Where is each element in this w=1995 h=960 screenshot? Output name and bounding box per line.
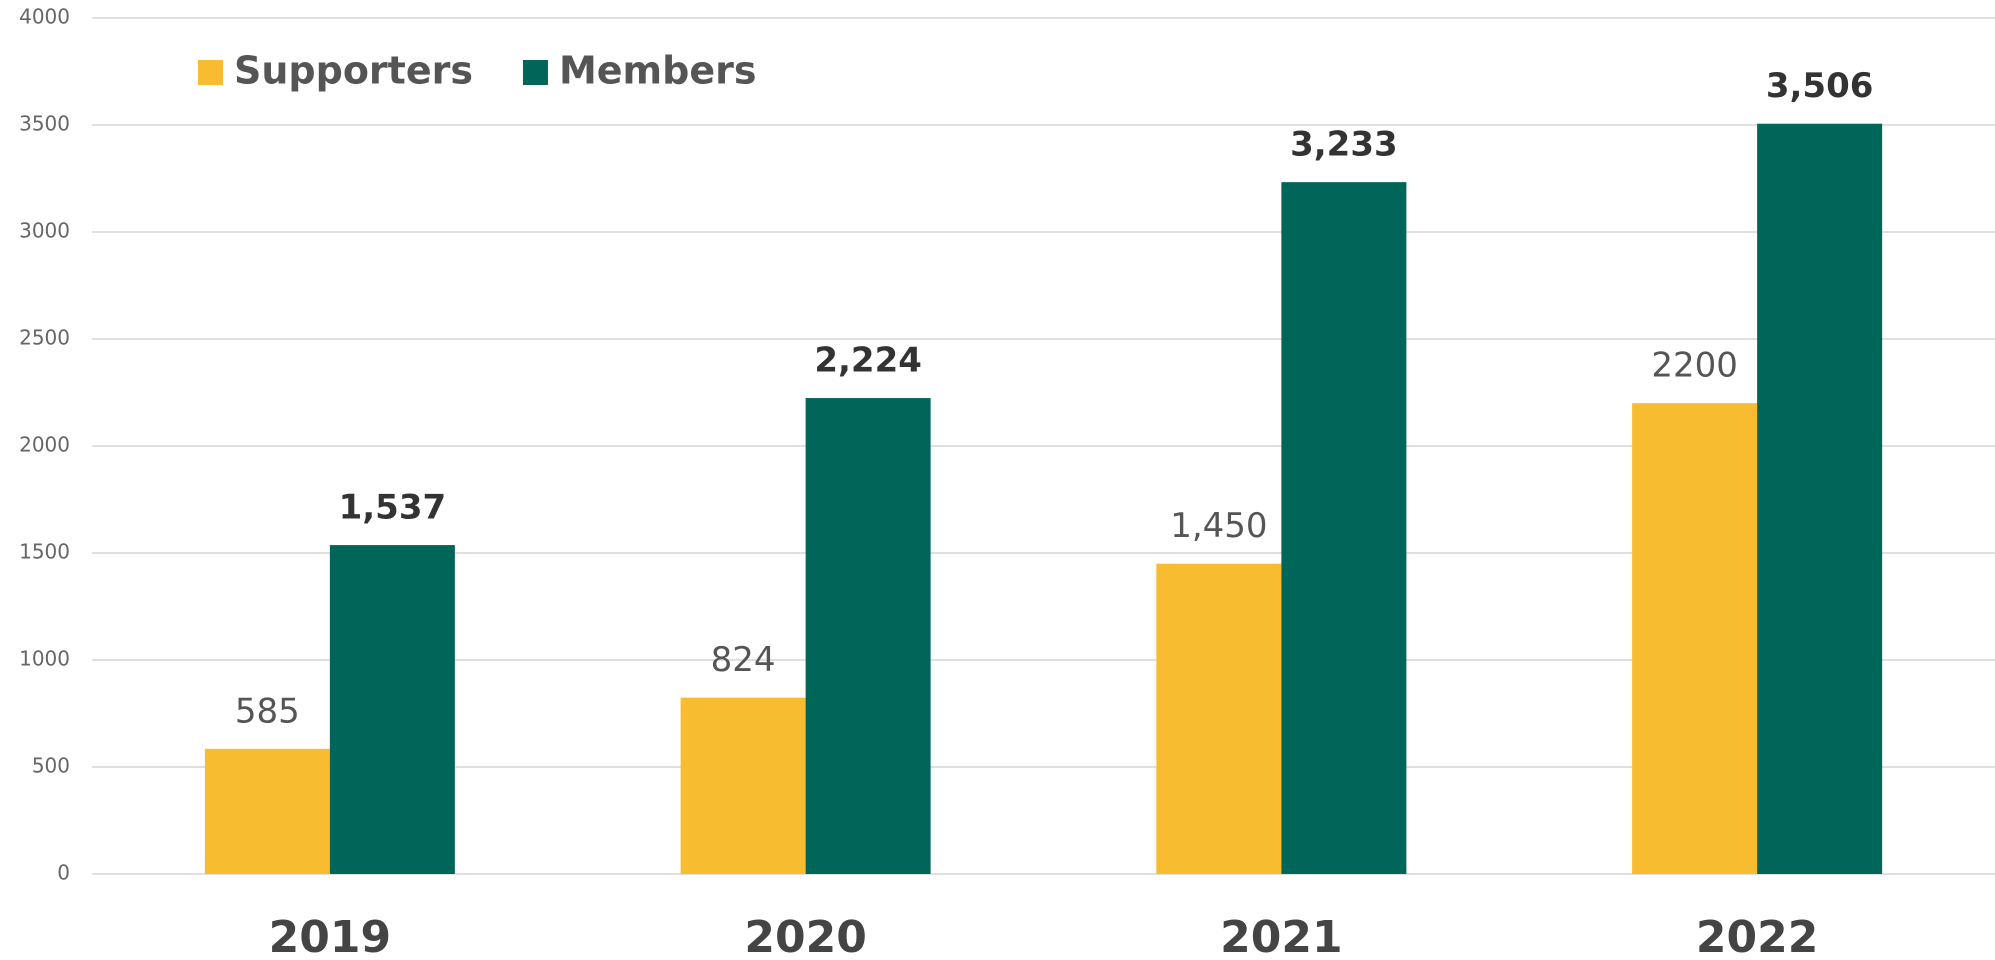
bar	[1632, 403, 1758, 874]
y-tick-label: 3500	[19, 112, 70, 136]
y-tick-label: 500	[32, 754, 70, 778]
bar	[1281, 182, 1407, 874]
bar	[204, 748, 330, 874]
bar	[805, 398, 931, 874]
legend-swatch	[522, 60, 548, 85]
legend-label: Members	[559, 49, 757, 93]
x-tick-label: 2019	[269, 912, 391, 960]
y-tick-label: 1500	[19, 540, 70, 564]
y-tick-label: 2000	[19, 433, 70, 457]
value-label: 585	[235, 691, 300, 731]
bar	[329, 545, 455, 874]
x-tick-label: 2020	[744, 912, 866, 960]
y-tick-label: 1000	[19, 647, 70, 671]
value-label: 2,224	[814, 341, 922, 381]
value-label: 3,506	[1766, 66, 1874, 106]
y-tick-label: 3000	[19, 219, 70, 243]
value-label: 824	[711, 640, 776, 680]
y-tick-label: 0	[57, 861, 70, 885]
legend-swatch	[198, 60, 223, 85]
bar	[1156, 563, 1282, 874]
value-label: 3,233	[1290, 125, 1398, 165]
value-label: 1,537	[339, 488, 447, 528]
y-tick-label: 4000	[19, 5, 70, 29]
bar	[1757, 123, 1883, 874]
value-label: 1,450	[1170, 506, 1267, 546]
value-label: 2200	[1651, 346, 1738, 386]
legend-label: Supporters	[234, 49, 473, 93]
x-tick-label: 2021	[1220, 912, 1342, 960]
bar	[680, 697, 806, 874]
y-tick-label: 2500	[19, 326, 70, 350]
x-tick-label: 2022	[1696, 912, 1818, 960]
